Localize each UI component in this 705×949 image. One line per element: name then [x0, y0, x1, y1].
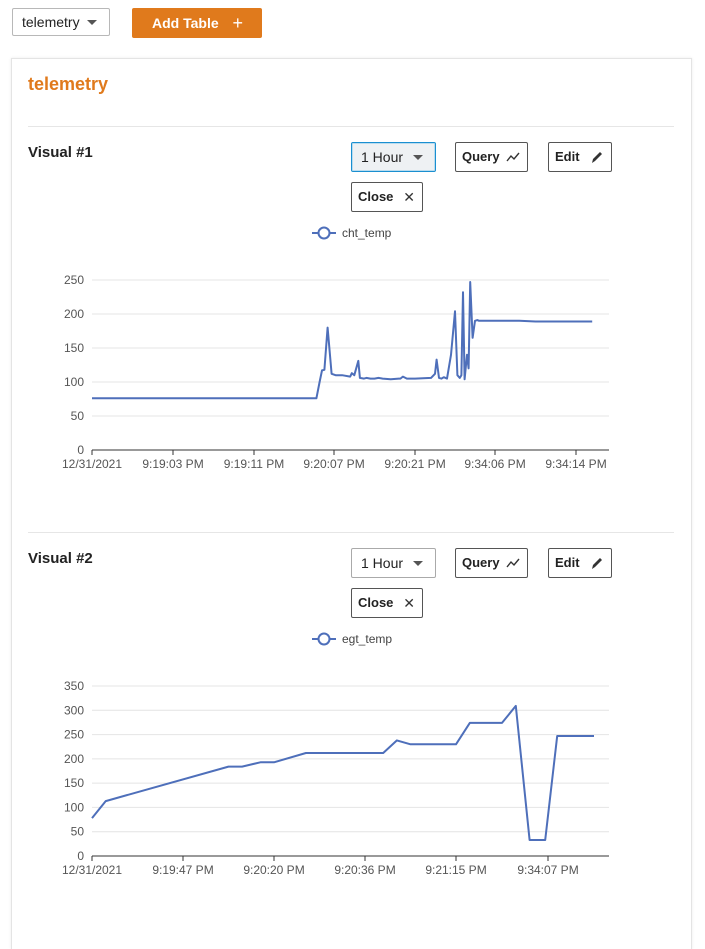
visual-card-1: Visual #1 1 Hour Query Edit Close ✕ cht_…	[12, 134, 691, 534]
x-tick-label: 12/31/2021	[62, 863, 122, 877]
visual-title: Visual #1	[28, 144, 93, 161]
x-tick-label: 9:20:21 PM	[384, 457, 445, 471]
line-chart-egt-temp: 0 50 100 150 200 250 300 350 12/31/2021 9:19:47 P…	[62, 679, 609, 877]
line-chart-icon	[506, 143, 520, 180]
table-select[interactable]: telemetry	[12, 8, 110, 36]
y-tick-label: 300	[64, 703, 84, 717]
line-chart-icon	[506, 549, 520, 586]
x-tick-label: 9:20:20 PM	[243, 863, 304, 877]
close-button[interactable]: Close ✕	[351, 182, 423, 212]
divider	[28, 532, 674, 533]
edit-button[interactable]: Edit	[548, 142, 612, 172]
plus-icon: +	[232, 13, 243, 33]
series-line-egt_temp	[91, 704, 594, 841]
x-tick-label: 9:19:11 PM	[224, 457, 284, 471]
line-chart-cht-temp: 0 50 100 150 200 250 12/31/2021 9:19:03 PM 9:19:…	[62, 273, 609, 471]
x-tick-label: 9:34:06 PM	[464, 457, 525, 471]
time-range-value: 1 Hour	[361, 555, 404, 571]
y-tick-label: 50	[71, 825, 85, 839]
caret-down-icon	[413, 561, 423, 566]
edit-label: Edit	[555, 149, 580, 164]
y-tick-label: 200	[64, 307, 84, 321]
close-button[interactable]: Close ✕	[351, 588, 423, 618]
y-tick-label: 100	[64, 800, 84, 814]
visual-card-2: Visual #2 1 Hour Query Edit Close ✕ egt_…	[12, 540, 691, 940]
legend-marker-icon	[312, 632, 336, 646]
x-tick-label: 9:20:36 PM	[334, 863, 395, 877]
time-range-select[interactable]: 1 Hour	[351, 142, 436, 172]
query-button[interactable]: Query	[455, 548, 528, 578]
query-label: Query	[462, 149, 500, 164]
y-tick-label: 0	[77, 443, 84, 457]
legend-marker-icon	[312, 226, 336, 240]
table-panel: telemetry Visual #1 1 Hour Query Edit Cl…	[11, 58, 692, 949]
x-tick-label: 12/31/2021	[62, 457, 122, 471]
chart-legend: cht_temp	[12, 225, 691, 243]
x-tick-label: 9:34:14 PM	[545, 457, 606, 471]
x-tick-label: 9:21:15 PM	[425, 863, 486, 877]
caret-down-icon	[87, 20, 97, 25]
y-tick-label: 100	[64, 375, 84, 389]
y-tick-label: 150	[64, 776, 84, 790]
y-tick-label: 150	[64, 341, 84, 355]
pencil-icon	[590, 549, 604, 586]
close-label: Close	[358, 189, 394, 204]
visual-title: Visual #2	[28, 550, 93, 567]
x-tick-label: 9:19:03 PM	[142, 457, 203, 471]
time-range-select[interactable]: 1 Hour	[351, 548, 436, 578]
y-tick-label: 250	[64, 273, 84, 287]
edit-label: Edit	[555, 555, 580, 570]
close-label: Close	[358, 595, 394, 610]
time-range-value: 1 Hour	[361, 149, 404, 165]
x-tick-label: 9:20:07 PM	[303, 457, 364, 471]
query-button[interactable]: Query	[455, 142, 528, 172]
edit-button[interactable]: Edit	[548, 548, 612, 578]
legend-label: egt_temp	[342, 632, 393, 646]
y-tick-label: 50	[71, 409, 85, 423]
y-tick-label: 200	[64, 752, 84, 766]
add-table-button[interactable]: Add Table +	[132, 8, 262, 38]
y-tick-label: 350	[64, 679, 84, 693]
chart-legend: egt_temp	[12, 631, 691, 649]
y-tick-label: 250	[64, 728, 84, 742]
query-label: Query	[462, 555, 500, 570]
top-toolbar: telemetry Add Table +	[0, 0, 705, 48]
close-icon: ✕	[403, 189, 415, 205]
y-tick-label: 0	[77, 849, 84, 863]
caret-down-icon	[413, 155, 423, 160]
pencil-icon	[590, 143, 604, 180]
close-icon: ✕	[403, 595, 415, 611]
series-line-cht_temp	[92, 281, 593, 400]
table-select-value: telemetry	[22, 14, 80, 30]
x-tick-label: 9:34:07 PM	[517, 863, 578, 877]
panel-title: telemetry	[28, 74, 109, 94]
divider	[28, 126, 674, 127]
legend-label: cht_temp	[342, 226, 392, 240]
x-tick-label: 9:19:47 PM	[152, 863, 213, 877]
add-table-label: Add Table	[152, 15, 219, 31]
